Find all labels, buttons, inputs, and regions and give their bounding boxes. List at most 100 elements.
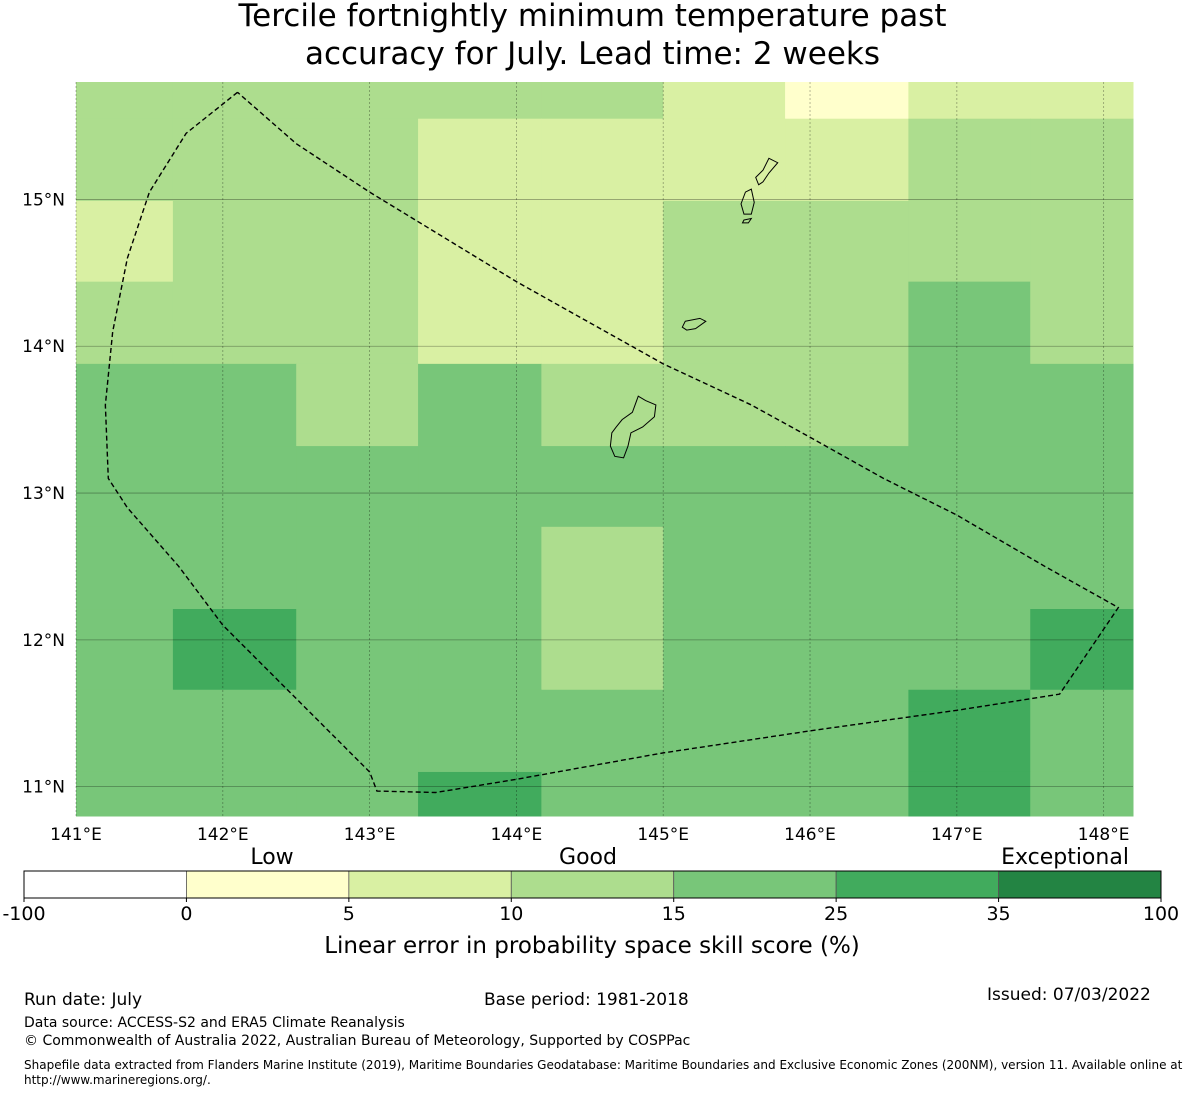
skill-cell — [76, 689, 174, 773]
skill-cell — [541, 689, 664, 773]
skill-cell — [785, 118, 909, 202]
colorbar: Low Good Exceptional -100 0 5 10 15 25 35 100 L… — [2, 845, 1179, 959]
skill-cell — [663, 526, 786, 610]
latitude-label: 12°N — [22, 631, 65, 651]
skill-cell — [172, 200, 297, 283]
colorbar-swatch — [835, 870, 999, 899]
skill-cell — [418, 609, 542, 691]
skill-cell — [785, 82, 909, 120]
eez-boundary — [104, 91, 1120, 794]
skill-cell — [541, 82, 664, 120]
longitude-label: 144°E — [491, 825, 543, 845]
skill-cell — [76, 363, 174, 447]
skill-cell — [76, 82, 174, 120]
skill-cell — [1030, 771, 1134, 817]
colorbar-swatch — [23, 870, 187, 899]
skill-cell — [785, 200, 909, 283]
issued-date: Issued: 07/03/2022 — [987, 985, 1151, 1005]
skill-cell — [1030, 526, 1134, 610]
skill-cell — [908, 363, 1031, 447]
skill-cell — [663, 689, 786, 773]
skill-cell — [296, 609, 419, 691]
skill-cell — [172, 446, 297, 528]
skill-cell — [76, 281, 174, 365]
skill-cell — [418, 446, 542, 528]
skill-cell — [296, 82, 419, 120]
skill-cell — [1030, 281, 1134, 365]
skill-cell — [418, 771, 542, 817]
skill-cell — [76, 200, 174, 283]
graticule — [75, 82, 1133, 816]
skill-cell — [663, 82, 786, 120]
skill-cell — [296, 281, 419, 365]
skill-cell — [1030, 200, 1134, 283]
data-source: Data source: ACCESS-S2 and ERA5 Climate … — [24, 1015, 405, 1031]
skill-cell — [296, 689, 419, 773]
colorbar-tick-label: -100 — [2, 903, 45, 925]
skill-cell — [785, 446, 909, 528]
skill-cell — [296, 771, 419, 817]
skill-cell — [663, 446, 786, 528]
longitude-label: 147°E — [931, 825, 983, 845]
skill-cell — [1030, 363, 1134, 447]
skill-cell — [908, 82, 1031, 120]
copyright: © Commonwealth of Australia 2022, Austra… — [24, 1033, 691, 1049]
skill-cell — [663, 281, 786, 365]
base-period: Base period: 1981-2018 — [484, 990, 689, 1010]
skill-cell — [172, 82, 297, 120]
skill-cell — [785, 281, 909, 365]
longitude-label: 143°E — [344, 825, 396, 845]
skill-cell — [76, 609, 174, 691]
skill-cell — [541, 526, 664, 610]
skill-cell — [418, 281, 542, 365]
skill-cell — [1030, 446, 1134, 528]
skill-grid — [76, 82, 1134, 817]
longitude-label: 148°E — [1078, 825, 1130, 845]
skill-cell — [172, 689, 297, 773]
colorbar-title: Linear error in probability space skill … — [324, 933, 860, 959]
island-outline — [609, 395, 657, 459]
skill-cell — [908, 281, 1031, 365]
skill-cell — [76, 118, 174, 202]
skill-cell — [663, 771, 786, 817]
eez-boundary-line — [104, 91, 1120, 794]
skill-cell — [296, 446, 419, 528]
colorbar-tick-label: 5 — [343, 903, 355, 925]
colorbar-swatch — [673, 870, 837, 899]
skill-cell — [908, 200, 1031, 283]
skill-cell — [541, 771, 664, 817]
skill-cell — [296, 363, 419, 447]
island-outline — [681, 317, 707, 331]
skill-cell — [663, 609, 786, 691]
skill-cell — [663, 118, 786, 202]
skill-cell — [663, 200, 786, 283]
colorbar-swatch — [348, 870, 512, 899]
colorbar-tick-label: 100 — [1143, 903, 1179, 925]
colorbar-swatches — [23, 870, 1162, 899]
skill-cell — [908, 609, 1031, 691]
skill-cell — [1030, 118, 1134, 202]
skill-cell — [908, 689, 1031, 773]
shapefile-credit: Shapefile data extracted from Flanders M… — [24, 1058, 1183, 1087]
run-date: Run date: July — [24, 990, 143, 1010]
skill-cell — [418, 118, 542, 202]
skill-cell — [541, 446, 664, 528]
colorbar-category-good: Good — [559, 845, 617, 870]
skill-cell — [785, 771, 909, 817]
skill-cell — [172, 771, 297, 817]
skill-cell — [76, 446, 174, 528]
colorbar-category-low: Low — [250, 845, 293, 870]
skill-cell — [76, 771, 174, 817]
colorbar-swatch — [186, 870, 350, 899]
skill-cell — [296, 200, 419, 283]
skill-cell — [172, 609, 297, 691]
skill-cell — [172, 281, 297, 365]
longitude-labels: 141°E 142°E 143°E 144°E 145°E 146°E 147°E 148°E — [50, 825, 1129, 845]
latitude-label: 13°N — [22, 484, 65, 504]
skill-cell — [172, 526, 297, 610]
skill-cell — [541, 363, 664, 447]
island-outlines — [609, 157, 779, 459]
colorbar-tick-label: 0 — [180, 903, 192, 925]
map-title-line-1: Tercile fortnightly minimum temperature … — [238, 0, 947, 34]
skill-cell — [785, 363, 909, 447]
